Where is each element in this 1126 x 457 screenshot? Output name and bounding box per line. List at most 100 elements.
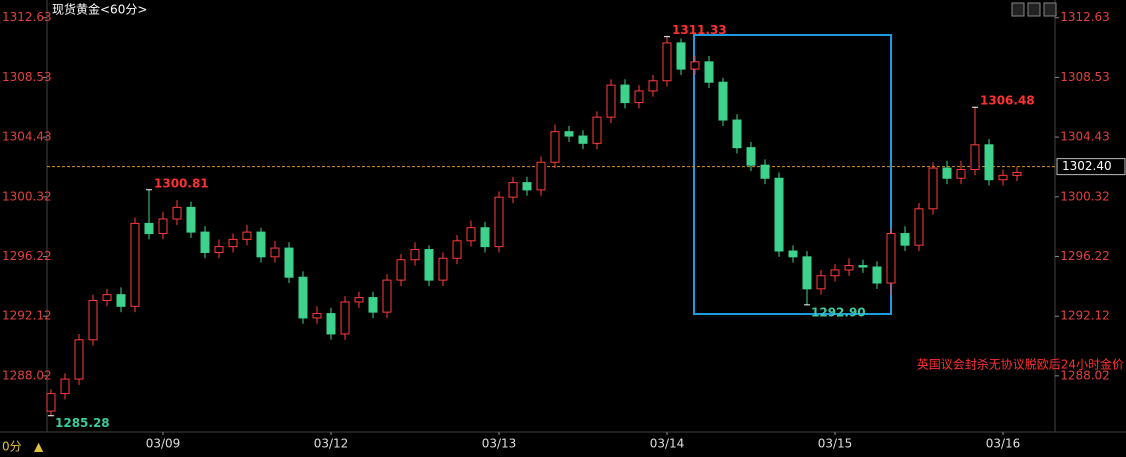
x-tick-label: 03/15 <box>818 437 853 451</box>
candle-body <box>774 177 784 252</box>
candle-body <box>200 231 210 253</box>
candle-body <box>606 84 616 118</box>
candle-body <box>508 182 518 198</box>
y-tick-label: 1304.43 <box>2 130 52 144</box>
candle-body <box>900 233 910 246</box>
chart-title: 现货黄金<60分> <box>52 2 147 17</box>
x-tick-label: 03/09 <box>146 437 181 451</box>
y-tick-label: 1308.53 <box>1060 70 1110 84</box>
candle-body <box>382 279 392 313</box>
candle-body <box>676 42 686 70</box>
candle-body <box>634 90 644 104</box>
candle-body <box>298 276 308 319</box>
y-tick-label: 1308.53 <box>2 70 52 84</box>
y-tick-label: 1296.22 <box>2 249 52 263</box>
candle-body <box>74 339 84 380</box>
x-tick-label: 03/13 <box>482 437 517 451</box>
y-tick-label: 1292.12 <box>1060 309 1110 323</box>
tool-icon[interactable] <box>1011 2 1025 17</box>
candle-body <box>410 249 420 261</box>
candle-body <box>130 222 140 307</box>
x-tick-label: 03/16 <box>986 437 1021 451</box>
y-tick-label: 1296.22 <box>1060 249 1110 263</box>
tool-icon[interactable] <box>1027 2 1041 17</box>
candle-body <box>60 378 70 395</box>
y-tick-label: 1288.02 <box>2 368 52 382</box>
candle-body <box>844 265 854 271</box>
candle-body <box>1012 171 1022 176</box>
x-tick-label: 03/14 <box>650 437 685 451</box>
candle-body <box>788 250 798 258</box>
candle-body <box>88 299 98 341</box>
candle-body <box>858 265 868 268</box>
candle-body <box>340 301 350 335</box>
candle-body <box>424 249 434 281</box>
candle-body <box>522 182 532 191</box>
candle-body <box>354 297 364 303</box>
high-label: 1311.33 <box>672 23 727 37</box>
candle-body <box>998 174 1008 181</box>
candle-body <box>648 80 658 92</box>
y-tick-label: 1312.63 <box>2 10 52 24</box>
candle-body <box>102 294 112 301</box>
highlight-box <box>693 34 892 315</box>
y-tick-label: 1300.32 <box>1060 189 1110 203</box>
candle-body <box>886 233 896 284</box>
tool-icon[interactable] <box>1043 2 1057 17</box>
candle-body <box>802 256 812 290</box>
candle-body <box>116 294 126 307</box>
y-tick-label: 1292.12 <box>2 309 52 323</box>
candle-body <box>872 266 882 284</box>
candle-body <box>928 167 938 210</box>
candle-body <box>536 161 546 191</box>
candle-body <box>144 222 154 235</box>
candle-body <box>732 119 742 149</box>
last-price-box <box>1056 158 1126 176</box>
candle-body <box>816 275 826 290</box>
candle-body <box>914 208 924 246</box>
period-arrow[interactable]: ▲ <box>34 440 44 454</box>
candle-body <box>578 135 588 144</box>
candle-body <box>620 84 630 104</box>
annotation-note: 英国议会封杀无协议脱欧后24小时金价 <box>917 357 1124 372</box>
candle-body <box>438 257 448 281</box>
last-price-label: 1302.40 <box>1062 159 1112 173</box>
candle-body <box>186 206 196 233</box>
candle-body <box>970 144 980 171</box>
y-tick-label: 1312.63 <box>1060 10 1110 24</box>
high-label: 1306.48 <box>980 94 1035 108</box>
candle-body <box>214 246 224 253</box>
candle-body <box>284 247 294 278</box>
candle-body <box>956 169 966 179</box>
x-tick-label: 03/12 <box>314 437 349 451</box>
candle-body <box>564 131 574 137</box>
candle-body <box>480 227 490 248</box>
candle-body <box>270 247 280 258</box>
y-tick-label: 1304.43 <box>1060 130 1110 144</box>
candle-body <box>704 61 714 83</box>
high-label: 1300.81 <box>154 176 209 190</box>
candle-body <box>830 269 840 277</box>
candle-body <box>466 227 476 242</box>
toolbar[interactable] <box>1011 2 1057 17</box>
candle-body <box>760 164 770 179</box>
y-tick-label: 1300.32 <box>2 189 52 203</box>
candle-body <box>592 116 602 144</box>
candle-body <box>242 231 252 240</box>
candle-body <box>746 147 756 166</box>
candle-body <box>368 297 378 313</box>
candle-body <box>718 81 728 121</box>
candle-body <box>984 144 994 181</box>
candle-body <box>312 313 322 319</box>
candle-body <box>690 61 700 70</box>
candle-body <box>662 42 672 82</box>
candle-body <box>172 206 182 220</box>
candle-body <box>550 131 560 163</box>
candle-body <box>396 259 406 281</box>
period-label: 0分 <box>2 440 22 454</box>
candle-body <box>46 393 56 412</box>
candle-body <box>158 218 168 235</box>
